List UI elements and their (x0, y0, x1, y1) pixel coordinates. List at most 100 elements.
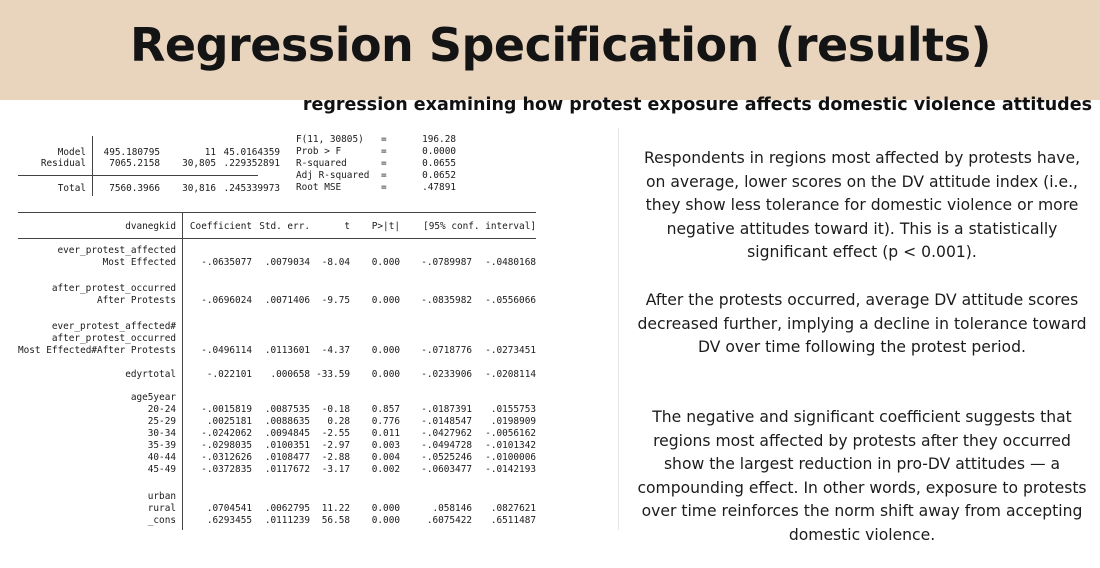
title-banner (0, 0, 1100, 100)
anova-vertical-rule (92, 136, 93, 196)
stat-value-rmse: .47891 (422, 182, 456, 193)
p-value: 0.776 (371, 416, 400, 427)
anova-source-model: Model (57, 147, 86, 158)
coef-value: .0025181 (206, 416, 252, 427)
ci-low-value: -.0187391 (421, 404, 472, 415)
anova-source-total: Total (57, 183, 86, 194)
p-value: 0.000 (371, 515, 400, 526)
interpretation-paragraph-3: The negative and significant coefficient… (637, 408, 1087, 544)
se-value: .0079034 (264, 257, 310, 268)
group-age5year: age5year (130, 392, 176, 403)
ci-high-value: -.0208114 (485, 369, 536, 380)
ci-high-value: -.0142193 (485, 464, 536, 475)
t-value: -2.88 (321, 452, 350, 463)
header-ci: [95% conf. interval] (423, 221, 536, 232)
interpretation-paragraph-1: Respondents in regions most affected by … (643, 149, 1081, 262)
ci-high-value: -.0056162 (485, 428, 536, 439)
se-value: .0100351 (264, 440, 310, 451)
coef-value: -.0496114 (201, 345, 252, 356)
header-coefficient: Coefficient (189, 221, 252, 232)
t-value: 56.58 (321, 515, 350, 526)
ci-low-value: -.0525246 (421, 452, 472, 463)
header-p: P>|t| (371, 221, 400, 232)
p-value: 0.857 (371, 404, 400, 415)
ci-high-value: -.0480168 (485, 257, 536, 268)
ci-high-value: -.0101342 (485, 440, 536, 451)
ci-low-value: .6075422 (426, 515, 472, 526)
group-urban: urban (147, 491, 176, 502)
coef-value: .0704541 (206, 503, 252, 514)
se-value: .0094845 (264, 428, 310, 439)
coef-value: -.0242062 (201, 428, 252, 439)
se-value: .0062795 (264, 503, 310, 514)
coef-value: -.0298035 (201, 440, 252, 451)
ci-low-value: -.0427962 (421, 428, 472, 439)
coef-value: .6293455 (206, 515, 252, 526)
stat-value-r2: 0.0655 (422, 158, 456, 169)
coef-top-rule (18, 212, 536, 213)
se-value: .0088635 (264, 416, 310, 427)
se-value: .0108477 (264, 452, 310, 463)
dep-var-label: dvanegkid (125, 221, 176, 232)
t-value: -3.17 (321, 464, 350, 475)
coef-value: -.0015819 (201, 404, 252, 415)
p-value: 0.000 (371, 345, 400, 356)
t-value: -8.04 (321, 257, 350, 268)
group-interaction-line1: ever_protest_affected# (51, 321, 176, 332)
stat-label-r2: R-squared (296, 158, 347, 169)
t-value: -33.59 (316, 369, 350, 380)
t-value: -2.55 (321, 428, 350, 439)
row-label: 40-44 (147, 452, 176, 463)
stat-label-f: F(11, 30805) (296, 134, 364, 145)
ci-low-value: -.0718776 (421, 345, 472, 356)
p-value: 0.000 (371, 369, 400, 380)
coef-value: -.022101 (206, 369, 252, 380)
row-label: 25-29 (147, 416, 176, 427)
t-value: -9.75 (321, 295, 350, 306)
ci-high-value: .0198909 (490, 416, 536, 427)
p-value: 0.000 (371, 295, 400, 306)
row-label: rural (147, 503, 176, 514)
anova-df-model: 11 (204, 147, 216, 158)
group-interaction-line2: after_protest_occurred (51, 333, 176, 344)
row-label: After Protests (96, 295, 176, 306)
t-value: -4.37 (321, 345, 350, 356)
anova-ss-model: 495.180795 (103, 147, 160, 158)
se-value: .0071406 (264, 295, 310, 306)
anova-ms-total: .245339973 (223, 183, 280, 194)
stat-label-rmse: Root MSE (296, 182, 342, 193)
coef-value: -.0696024 (201, 295, 252, 306)
row-label: Most Effected (102, 257, 176, 268)
stat-eq-r2: = (381, 158, 387, 169)
coef-value: -.0312626 (201, 452, 252, 463)
row-label: 45-49 (147, 464, 176, 475)
t-value: 0.28 (327, 416, 350, 427)
anova-ss-total: 7560.3966 (109, 183, 160, 194)
p-value: 0.011 (371, 428, 400, 439)
anova-total-rule (18, 175, 258, 176)
stat-eq-prob: = (381, 146, 387, 157)
ci-low-value: -.0835982 (421, 295, 472, 306)
ci-high-value: .6511487 (490, 515, 536, 526)
stat-value-f: 196.28 (422, 134, 456, 145)
p-value: 0.003 (371, 440, 400, 451)
se-value: .0113601 (264, 345, 310, 356)
row-label: 35-39 (147, 440, 176, 451)
stat-eq-rmse: = (381, 182, 387, 193)
t-value: -2.97 (321, 440, 350, 451)
anova-ms-residual: .229352891 (223, 158, 280, 169)
stat-value-prob: 0.0000 (422, 146, 456, 157)
row-label: 30-34 (147, 428, 176, 439)
row-label: _cons (147, 515, 176, 526)
ci-high-value: -.0273451 (485, 345, 536, 356)
stat-label-adjr2: Adj R-squared (296, 170, 370, 181)
row-label: Most Effected#After Protests (18, 345, 177, 356)
group-after-protest-occurred: after_protest_occurred (51, 283, 176, 294)
ci-low-value: .058146 (432, 503, 472, 514)
ci-high-value: .0827621 (490, 503, 536, 514)
slide-subtitle: regression examining how protest exposur… (302, 95, 1092, 115)
ci-high-value: .0155753 (490, 404, 536, 415)
p-value: 0.000 (371, 257, 400, 268)
t-value: -0.18 (321, 404, 350, 415)
anova-source-residual: Residual (40, 158, 86, 169)
